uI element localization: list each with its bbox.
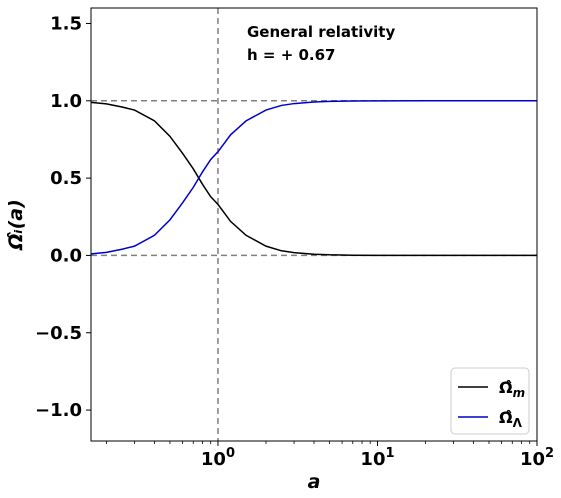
annotation-h-value: h = + 0.67 — [247, 46, 336, 64]
series-layer — [90, 100, 537, 257]
y-tick-label: 0.0 — [50, 245, 82, 266]
series-line-1 — [90, 100, 537, 255]
y-tick-label: −0.5 — [35, 323, 82, 344]
y-axis-label: Ω̂ᵢ(a) — [5, 199, 27, 251]
x-tick-label: 102 — [520, 446, 554, 470]
axis-ticks: −1.0 −0.5 0.0 0.5 1.0 1.5 100 101 102 — [35, 13, 554, 470]
legend-label-1: Ω̂Λ — [499, 408, 523, 430]
x-tick-label: 100 — [201, 446, 235, 470]
x-axis-label: a — [308, 471, 321, 493]
annotation-model: General relativity — [247, 23, 395, 41]
series-line-0 — [90, 101, 537, 257]
x-tick-label: 101 — [360, 446, 394, 470]
y-tick-label: −1.0 — [35, 400, 82, 421]
y-tick-label: 1.5 — [50, 13, 82, 34]
legend: Ω̂m Ω̂Λ — [450, 367, 530, 435]
legend-label-0: Ω̂m — [499, 378, 525, 400]
y-tick-label: 1.0 — [50, 91, 82, 112]
y-tick-label: 0.5 — [50, 168, 82, 189]
